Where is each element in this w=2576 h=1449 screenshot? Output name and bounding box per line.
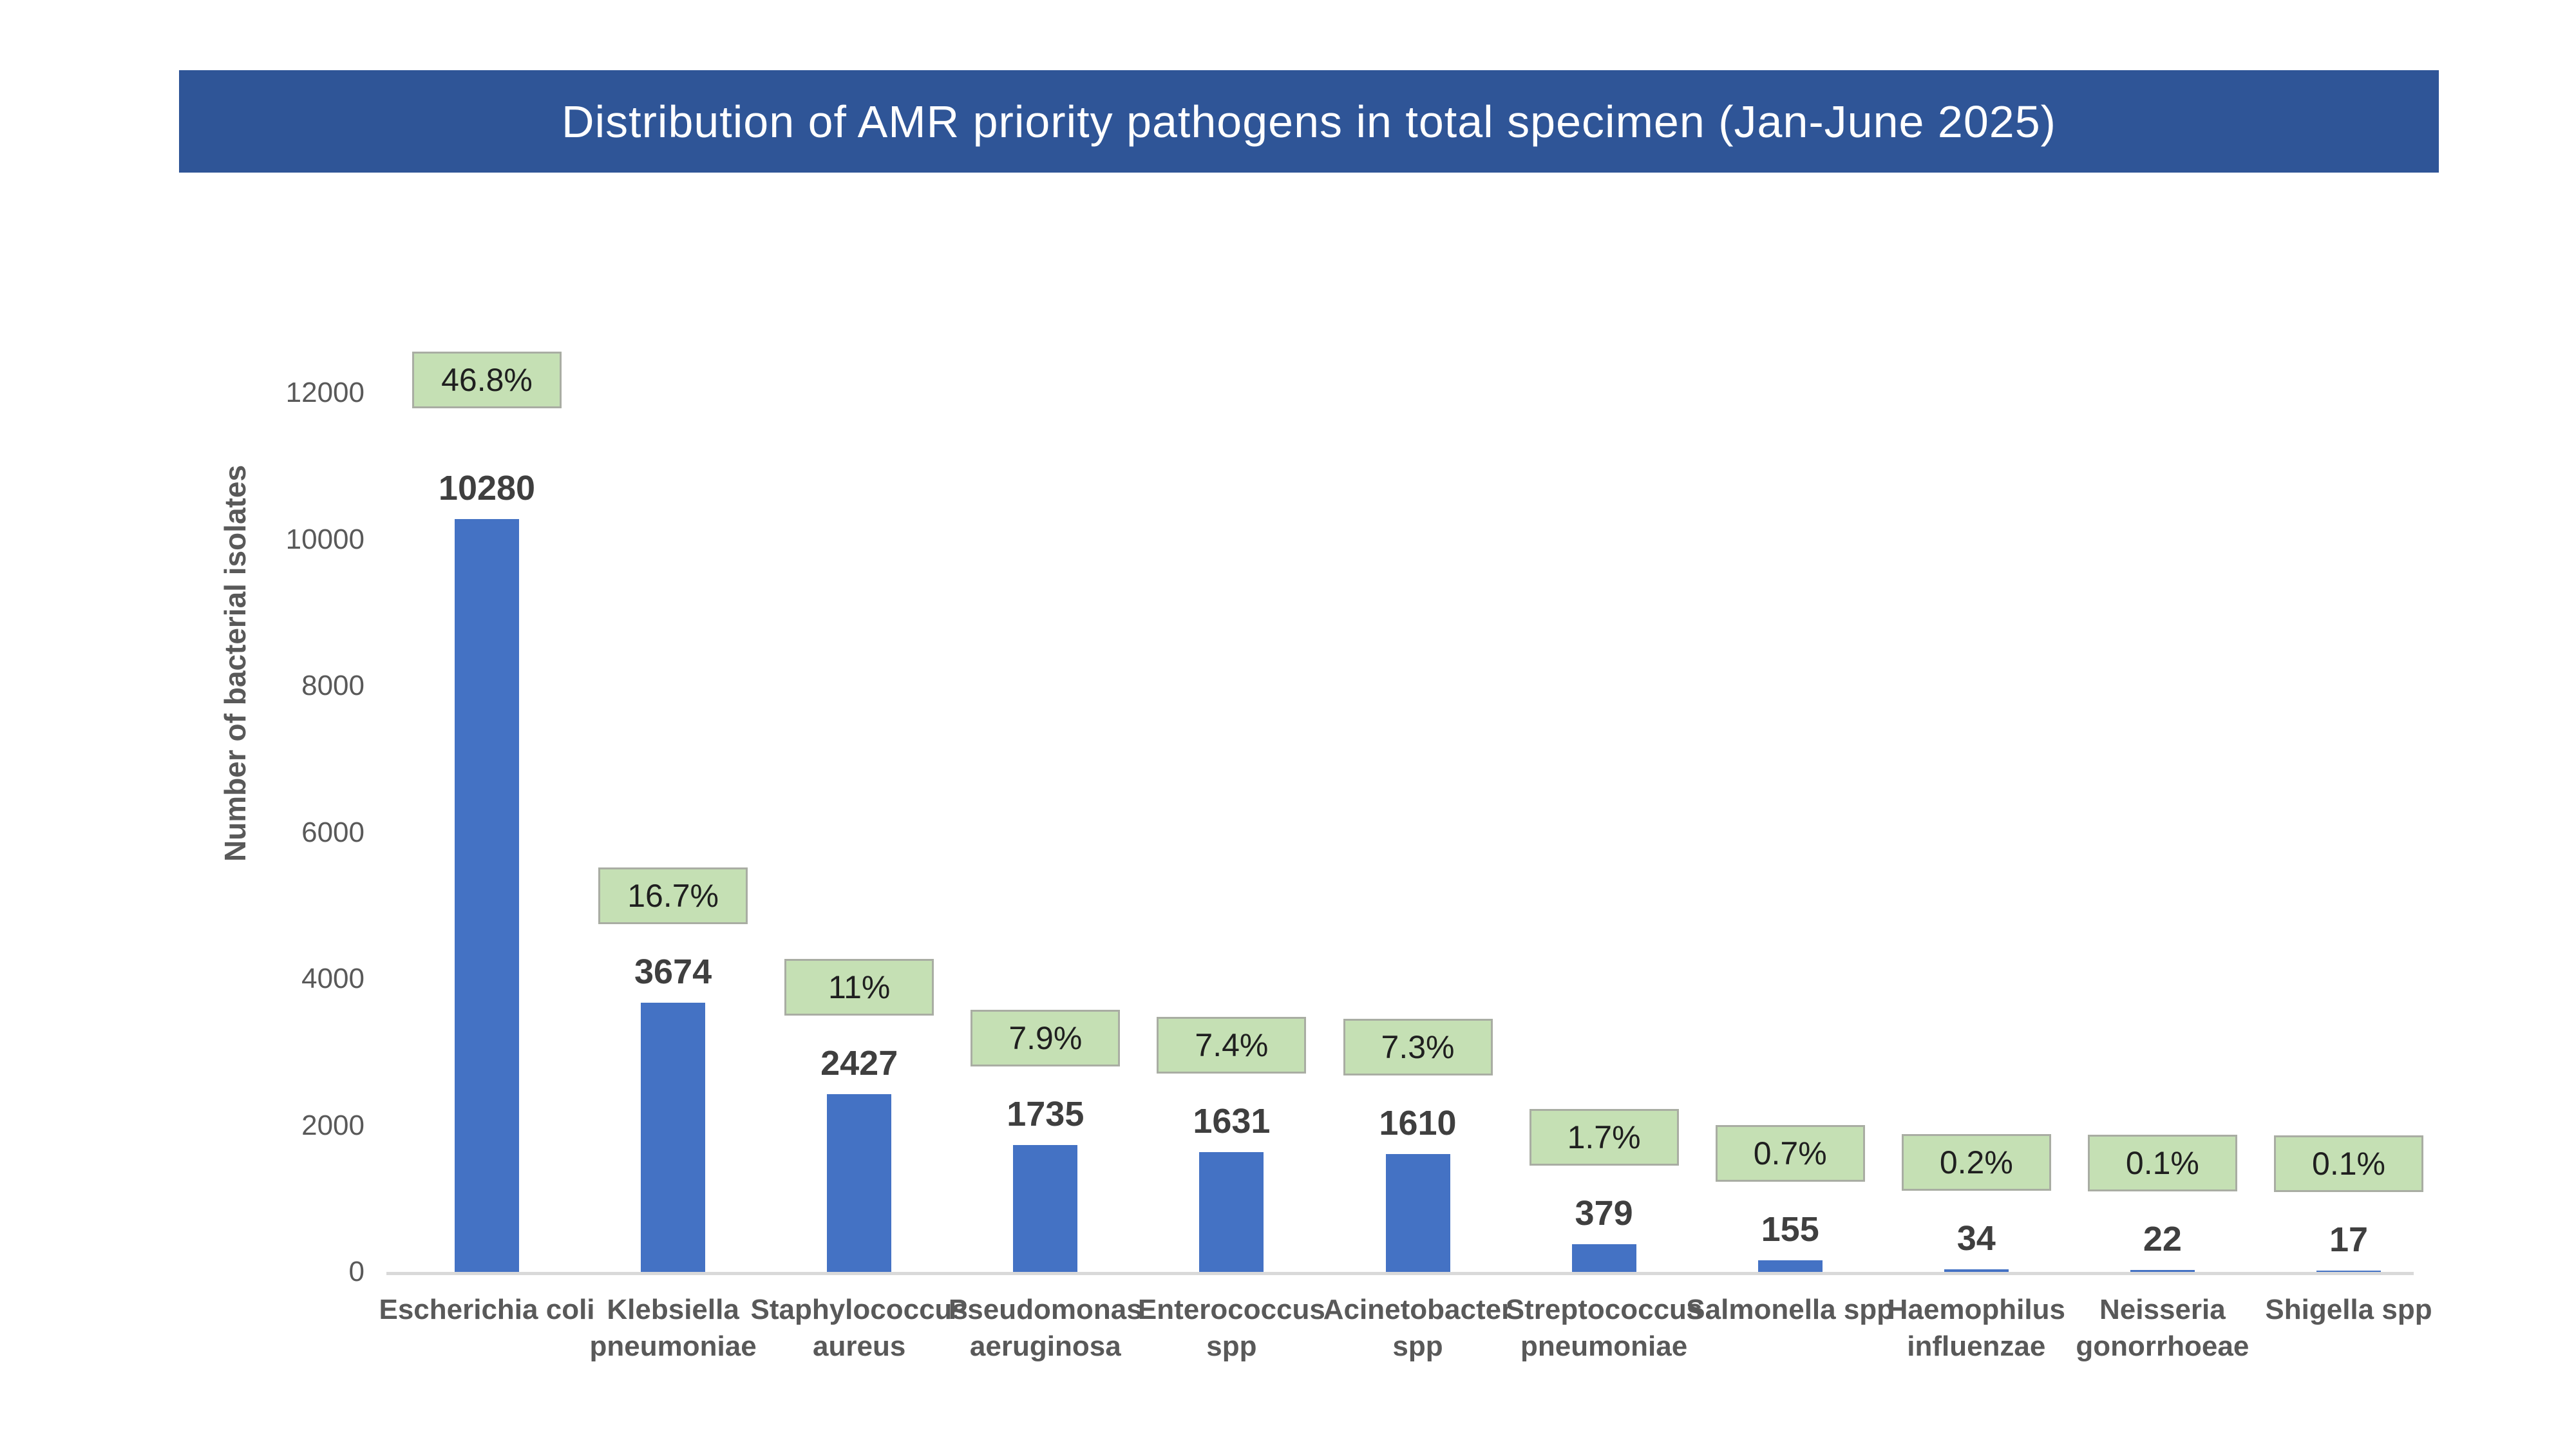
bar-value-label: 22	[2143, 1220, 2182, 1259]
x-axis-category-line: Streptococcus	[1505, 1294, 1703, 1325]
percent-label-box: 0.1%	[2087, 1135, 2237, 1192]
percent-label-box: 7.4%	[1157, 1017, 1307, 1074]
x-axis-category-line: Klebsiella	[607, 1294, 739, 1325]
percent-label-box: 0.2%	[1901, 1134, 2051, 1191]
percent-label-text: 7.3%	[1381, 1028, 1455, 1065]
x-axis-category-label: Escherichia coli	[377, 1291, 596, 1328]
x-axis-category-line: aureus	[813, 1331, 906, 1362]
x-axis-category-line: spp	[1392, 1331, 1443, 1362]
x-axis-category-label: Haemophilus influenzae	[1867, 1291, 2086, 1365]
bar	[827, 1094, 892, 1272]
x-axis-category-label: Acinetobacter spp	[1309, 1291, 1528, 1365]
percent-label-box: 7.3%	[1343, 1018, 1493, 1075]
bar	[1944, 1269, 2009, 1272]
y-axis-tick-label: 0	[348, 1256, 365, 1287]
bar	[1199, 1152, 1264, 1272]
x-axis-category-line: pneumoniae	[589, 1331, 757, 1362]
x-axis-category-line: Staphylococcus	[750, 1294, 968, 1325]
percent-label-text: 11%	[828, 969, 891, 1005]
bar	[1385, 1153, 1450, 1272]
percent-label-text: 0.2%	[1939, 1144, 2013, 1181]
bar-value-label: 10280	[438, 468, 536, 507]
bar	[455, 518, 519, 1272]
x-axis-category-line: Enterococcus	[1137, 1294, 1325, 1325]
percent-label-text: 7.9%	[1009, 1019, 1083, 1056]
percent-label-text: 0.1%	[2125, 1145, 2199, 1182]
percent-label-box: 0.7%	[1715, 1125, 1865, 1182]
percent-label-box: 11%	[784, 958, 934, 1016]
bar	[1013, 1144, 1078, 1272]
bar-value-label: 155	[1761, 1210, 1819, 1249]
x-axis-category-line: Pseudomonas	[948, 1294, 1142, 1325]
x-axis-category-line: spp	[1206, 1331, 1257, 1362]
x-axis-category-line: influenzae	[1907, 1331, 2046, 1362]
percent-label-text: 0.1%	[2312, 1146, 2385, 1182]
bar-value-label: 379	[1575, 1193, 1633, 1233]
x-axis-category-line: Neisseria	[2099, 1294, 2226, 1325]
x-axis-category-line: Shigella spp	[2265, 1294, 2432, 1325]
bar-value-label: 2427	[820, 1043, 898, 1083]
percent-label-box: 0.1%	[2274, 1135, 2423, 1192]
percent-label-box: 16.7%	[598, 867, 748, 925]
bar-value-label: 1610	[1379, 1103, 1457, 1142]
x-axis-category-line: Haemophilus	[1887, 1294, 2065, 1325]
bar	[641, 1003, 706, 1272]
percent-label-text: 7.4%	[1195, 1027, 1269, 1064]
percent-label-box: 1.7%	[1529, 1108, 1679, 1166]
bar	[2130, 1270, 2195, 1272]
bar-value-label: 34	[1956, 1219, 1996, 1258]
percent-label-text: 0.7%	[1753, 1135, 1827, 1172]
percent-label-box: 46.8%	[412, 351, 562, 408]
x-axis-category-label: Streptococcus pneumoniae	[1495, 1291, 1714, 1365]
x-axis-category-label: Staphylococcus aureus	[750, 1291, 969, 1365]
x-axis-category-line: Salmonella spp	[1686, 1294, 1895, 1325]
x-axis-category-label: Salmonella spp	[1681, 1291, 1900, 1328]
bar-value-label: 17	[2329, 1220, 2369, 1259]
y-axis-tick-label: 12000	[285, 377, 365, 408]
x-axis-category-label: Shigella spp	[2239, 1291, 2458, 1328]
y-axis-tick-label: 8000	[301, 670, 365, 701]
y-axis-tick-label: 4000	[301, 963, 365, 994]
y-axis-tick-label: 2000	[301, 1109, 365, 1141]
x-axis-category-line: aeruginosa	[969, 1331, 1121, 1362]
chart-title-banner: Distribution of AMR priority pathogens i…	[179, 70, 2439, 173]
x-axis-line	[386, 1272, 2414, 1275]
bar-value-label: 1631	[1193, 1102, 1271, 1141]
x-axis-category-line: pneumoniae	[1520, 1331, 1688, 1362]
x-axis-category-line: Escherichia coli	[379, 1294, 595, 1325]
x-axis-category-line: Acinetobacter	[1323, 1294, 1513, 1325]
bar-value-label: 3674	[634, 952, 712, 992]
percent-label-text: 1.7%	[1567, 1119, 1641, 1155]
x-axis-category-label: Enterococcus spp	[1122, 1291, 1341, 1365]
x-axis-category-label: Klebsiella pneumoniae	[564, 1291, 782, 1365]
bar	[1757, 1260, 1823, 1272]
percent-label-text: 46.8%	[441, 361, 533, 398]
y-axis-tick-label: 10000	[285, 523, 365, 555]
x-axis-category-line: gonorrhoeae	[2076, 1331, 2249, 1362]
x-axis-category-label: Neisseria gonorrhoeae	[2053, 1291, 2272, 1365]
percent-label-box: 7.9%	[971, 1009, 1121, 1066]
bar	[1571, 1244, 1636, 1272]
percent-label-text: 16.7%	[627, 878, 719, 914]
x-axis-category-label: Pseudomonas aeruginosa	[936, 1291, 1155, 1365]
bar	[2316, 1271, 2381, 1272]
bar-value-label: 1735	[1007, 1094, 1084, 1133]
chart-title: Distribution of AMR priority pathogens i…	[562, 96, 2056, 147]
y-axis-tick-label: 6000	[301, 816, 365, 848]
